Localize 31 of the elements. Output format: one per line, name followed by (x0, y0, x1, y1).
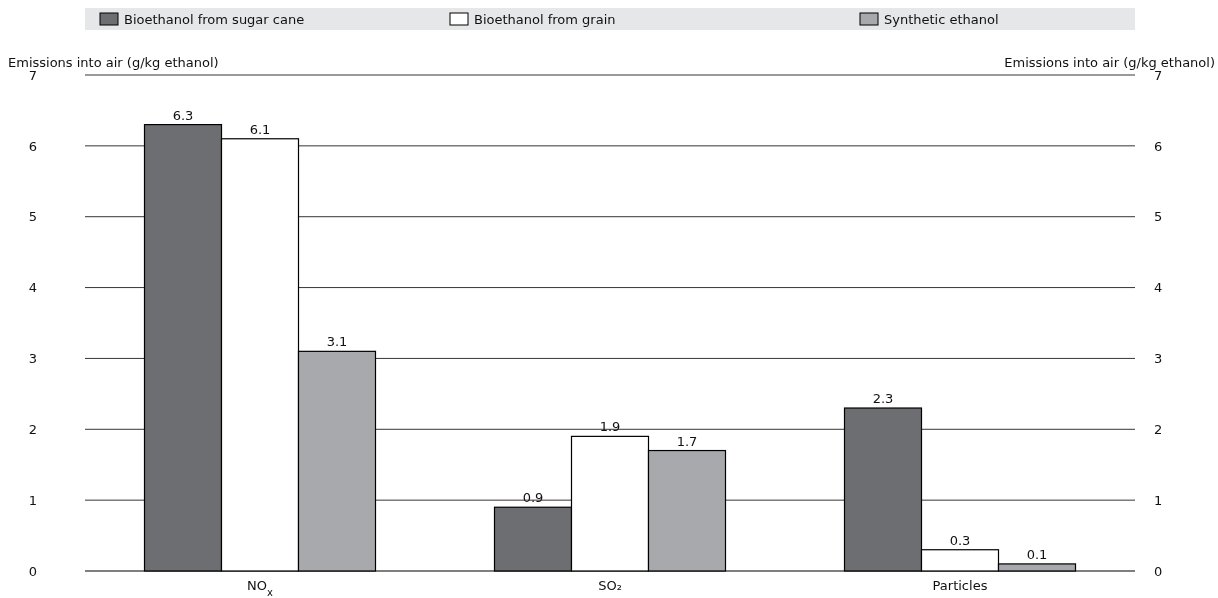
data-label: 0.9 (522, 490, 544, 506)
x-tick-label: SO₂ (598, 578, 622, 593)
y2-tick-label: 3 (1154, 351, 1163, 367)
y-tick-label: 6 (28, 138, 37, 154)
data-label: 0.3 (949, 532, 971, 548)
y-tick-label: 5 (28, 209, 37, 225)
y-tick-label: 4 (28, 280, 37, 296)
y2-tick-label: 5 (1154, 209, 1163, 225)
data-label: 6.3 (172, 107, 194, 123)
data-label: 3.1 (326, 334, 348, 350)
data-label: 2.3 (872, 391, 894, 407)
y-tick-label: 2 (28, 421, 37, 437)
y2-tick-label: 4 (1154, 280, 1163, 296)
y2-tick-label: 1 (1154, 492, 1163, 508)
x-tick-label: NO$_{x}$ (247, 578, 274, 598)
data-label: 6.1 (249, 121, 271, 137)
y-tick-label: 1 (28, 492, 37, 508)
y2-axis-title: Emissions into air (g/kg ethanol) (1004, 55, 1215, 70)
y-tick-label: 0 (28, 563, 37, 579)
y2-tick-label: 0 (1154, 563, 1163, 579)
y-axis-title: Emissions into air (g/kg ethanol) (8, 55, 219, 70)
data-label: 0.1 (1026, 546, 1048, 562)
y2-tick-label: 2 (1154, 421, 1163, 437)
legend-label: Bioethanol from grain (474, 12, 616, 27)
y-tick-label: 3 (28, 351, 37, 367)
y-tick-label: 7 (28, 67, 37, 83)
x-tick-label: Particles (932, 578, 988, 593)
data-label: 1.7 (676, 433, 698, 449)
legend-label: Synthetic ethanol (884, 12, 999, 27)
y2-tick-label: 6 (1154, 138, 1163, 154)
legend-label: Bioethanol from sugar cane (124, 12, 305, 27)
